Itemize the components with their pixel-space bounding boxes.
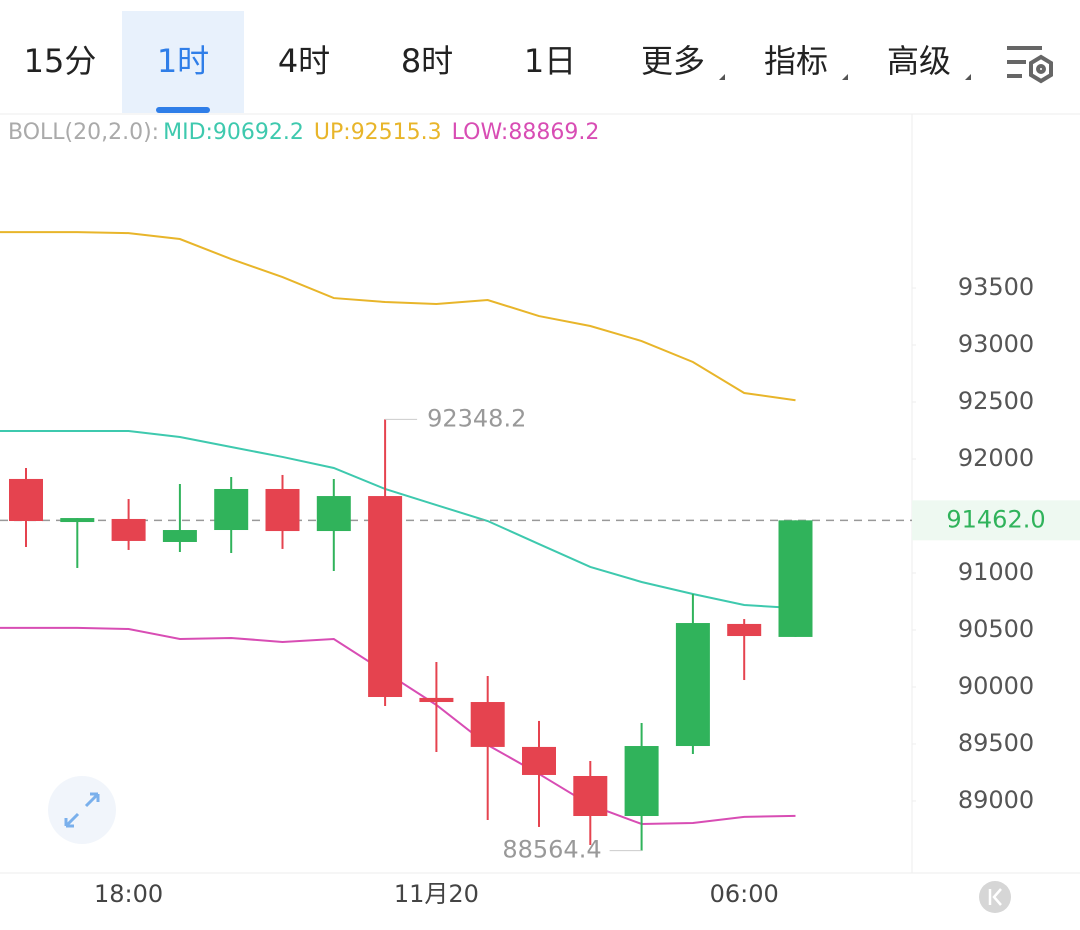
dropdown-caret <box>719 74 725 80</box>
candle-body <box>214 488 249 531</box>
tab[interactable]: 更多 <box>641 42 705 80</box>
y-tick-label: 89000 <box>958 786 1034 814</box>
high-annotation: 92348.2 <box>427 404 526 432</box>
tab[interactable]: 指标 <box>764 42 828 80</box>
candle-body <box>470 702 505 747</box>
tab[interactable]: 1日 <box>524 42 576 80</box>
legend-item: LOW:88869.2 <box>452 120 600 145</box>
tab[interactable]: 8时 <box>401 42 453 80</box>
x-tick-label: 06:00 <box>710 880 779 908</box>
legend-item: BOLL(20,2.0): <box>8 120 159 145</box>
tab[interactable]: 高级 <box>887 42 951 80</box>
expand-button[interactable] <box>48 776 116 844</box>
legend-item: UP:92515.3 <box>314 120 442 145</box>
active-tab-indicator <box>156 107 210 113</box>
candle-body <box>9 478 43 522</box>
candle-body <box>727 623 762 637</box>
y-tick-label: 91000 <box>958 558 1034 586</box>
dropdown-caret <box>842 74 848 80</box>
current-price-badge <box>912 500 1080 541</box>
candle-body <box>419 697 454 703</box>
boll-line <box>0 626 796 825</box>
candle-body <box>316 496 351 532</box>
y-tick-label: 90000 <box>958 672 1034 700</box>
candle-body <box>111 518 146 541</box>
scroll-end-button[interactable] <box>979 881 1011 913</box>
candle-body <box>60 518 95 523</box>
tab[interactable]: 15分 <box>24 42 97 80</box>
current-price-label: 91462.0 <box>946 505 1045 533</box>
candle-body <box>368 496 403 698</box>
active-tab-bg <box>122 11 244 113</box>
y-tick-label: 93500 <box>958 273 1034 301</box>
x-tick-label: 18:00 <box>94 880 163 908</box>
tab[interactable]: 4时 <box>278 42 330 80</box>
y-tick-label: 90500 <box>958 615 1034 643</box>
dropdown-caret <box>965 74 971 80</box>
low-annotation: 88564.4 <box>502 836 601 864</box>
candle-body <box>573 775 608 817</box>
settings-icon[interactable] <box>1007 46 1053 84</box>
x-tick-label: 11月20 <box>394 880 479 908</box>
candle-body <box>624 746 659 817</box>
candle-body <box>265 488 300 532</box>
boll-line <box>0 429 796 610</box>
y-tick-label: 89500 <box>958 729 1034 757</box>
y-tick-label: 92000 <box>958 444 1034 472</box>
legend-item: MID:90692.2 <box>163 120 304 145</box>
candle-body <box>162 530 197 542</box>
indicator-legend: BOLL(20,2.0): MID:90692.2 UP:92515.3 LOW:88… <box>8 120 599 145</box>
y-tick-label: 92500 <box>958 387 1034 415</box>
boll-line <box>0 231 796 402</box>
y-tick-label: 93000 <box>958 330 1034 358</box>
tab[interactable]: 1时 <box>157 42 209 80</box>
candle-body <box>675 623 710 747</box>
candle-body <box>522 746 556 775</box>
candle-body <box>778 520 813 637</box>
